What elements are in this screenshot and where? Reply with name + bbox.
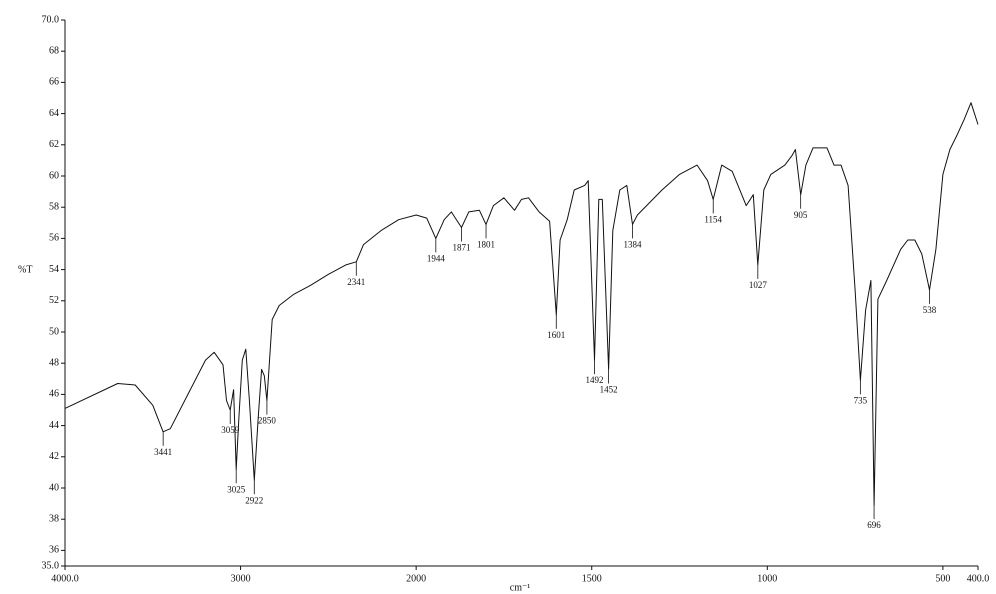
x-axis-label: cm⁻¹ xyxy=(510,582,531,593)
x-tick-label: 3000 xyxy=(231,573,251,584)
peak-label: 696 xyxy=(867,520,881,530)
y-tick-label: 36 xyxy=(49,545,59,556)
x-tick-label: 2000 xyxy=(406,573,426,584)
peak-label: 735 xyxy=(854,395,868,405)
peak-label: 1384 xyxy=(623,239,642,249)
peak-label: 1452 xyxy=(600,385,618,395)
y-tick-label: 54 xyxy=(49,264,59,275)
peak-label: 3059 xyxy=(221,425,240,435)
x-tick-label: 4000.0 xyxy=(51,573,79,584)
y-tick-label: 35.0 xyxy=(42,560,60,571)
y-tick-label: 42 xyxy=(49,451,59,462)
x-tick-label: 1500 xyxy=(582,573,602,584)
peak-label: 1027 xyxy=(749,280,768,290)
y-tick-label: 48 xyxy=(49,357,59,368)
y-tick-label: 66 xyxy=(49,77,59,88)
y-tick-label: 50 xyxy=(49,326,59,337)
peak-label: 1801 xyxy=(477,239,495,249)
y-tick-label: 38 xyxy=(49,513,59,524)
peak-label: 1871 xyxy=(452,243,470,253)
y-tick-label: 70.0 xyxy=(42,14,60,25)
peak-label: 1154 xyxy=(704,214,722,224)
spectrum-line xyxy=(65,103,978,506)
y-tick-label: 40 xyxy=(49,482,59,493)
y-tick-label: 64 xyxy=(49,108,59,119)
y-tick-label: 62 xyxy=(49,139,59,150)
x-tick-label: 400.0 xyxy=(967,573,990,584)
peak-label: 2341 xyxy=(347,277,365,287)
y-tick-label: 46 xyxy=(49,389,59,400)
y-tick-label: 60 xyxy=(49,170,59,181)
chart: %T cm⁻¹ 35.0 36 38 40 42 44 46 48 50 52 54 56 58 60 62… xyxy=(0,0,996,594)
y-axis-label: %T xyxy=(18,264,32,275)
y-tick-label: 68 xyxy=(49,45,59,56)
y-tick-label: 58 xyxy=(49,201,59,212)
peak-label: 2850 xyxy=(258,416,277,426)
peak-label: 1601 xyxy=(547,330,565,340)
x-tick-label: 500 xyxy=(935,573,950,584)
peak-label: 3025 xyxy=(227,484,246,494)
peak-label: 2922 xyxy=(245,495,263,505)
peak-label: 905 xyxy=(794,210,808,220)
y-tick-label: 52 xyxy=(49,295,59,306)
y-tick-label: 56 xyxy=(49,233,59,244)
peak-label: 3441 xyxy=(154,447,172,457)
peak-label: 538 xyxy=(923,305,937,315)
x-tick-label: 1000 xyxy=(757,573,777,584)
y-tick-label: 44 xyxy=(49,420,59,431)
peak-label: 1944 xyxy=(427,253,446,263)
